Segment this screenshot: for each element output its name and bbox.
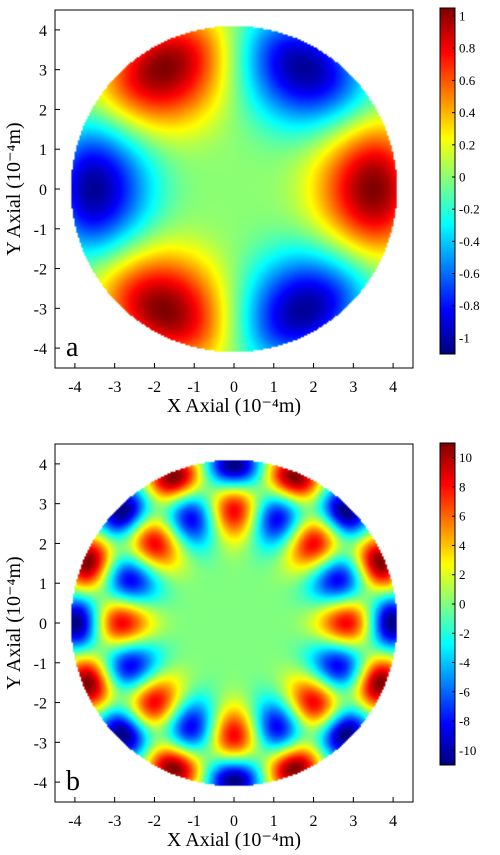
panel-b-y-axis-label: Y Axial (10⁻⁴m) xyxy=(3,556,25,689)
x-tick-label: 3 xyxy=(349,813,357,830)
x-tick-label: 2 xyxy=(310,813,318,830)
panel-a-y-ticks: 4 3 2 1 0 -1 -2 -3 -4 xyxy=(34,23,60,358)
panel-a-plot-area xyxy=(55,10,413,368)
x-tick-label: -1 xyxy=(188,813,201,830)
x-tick-label: -2 xyxy=(148,813,161,830)
y-tick-label: 4 xyxy=(39,23,47,40)
x-tick-label: -4 xyxy=(68,379,81,396)
panel-a-x-ticks: -4 -3 -2 -1 0 1 2 3 4 xyxy=(68,363,397,396)
y-tick-label: 1 xyxy=(39,576,47,593)
colorbar-tick-label: 6 xyxy=(459,509,466,524)
panel-a-x-axis-label: X Axial (10⁻⁴m) xyxy=(167,395,301,417)
panel-b-letter: b xyxy=(66,766,80,797)
panel-b-field-image xyxy=(55,444,413,802)
colorbar-tick-label: 10 xyxy=(459,450,472,465)
y-tick-label: -3 xyxy=(34,735,47,752)
colorbar-tick-label: -0.4 xyxy=(459,234,480,249)
y-tick-label: -2 xyxy=(34,262,47,279)
y-tick-label: 3 xyxy=(39,497,47,514)
colorbar-tick-label: 8 xyxy=(459,479,466,494)
x-tick-label: 4 xyxy=(389,813,397,830)
panel-b-colorbar: 10 8 6 4 2 0 -2 -4 -6 -8 -10 xyxy=(439,442,476,766)
y-tick-label: 2 xyxy=(39,536,47,553)
panel-a-y-axis-label: Y Axial (10⁻⁴m) xyxy=(3,122,25,255)
y-tick-label: -1 xyxy=(34,656,47,673)
panel-a: a -4 -3 -2 -1 0 1 2 3 4 4 3 2 1 0 -1 -2 -3 -4 X Axial (1… xyxy=(3,7,480,417)
colorbar-tick-label: 4 xyxy=(459,538,466,553)
y-tick-label: 0 xyxy=(39,182,47,199)
y-tick-label: -2 xyxy=(34,696,47,713)
panel-b-x-axis-label: X Axial (10⁻⁴m) xyxy=(167,829,301,851)
y-tick-label: -1 xyxy=(34,222,47,239)
colorbar-tick-label: -6 xyxy=(459,684,470,699)
y-tick-label: -3 xyxy=(34,301,47,318)
colorbar-tick-label: 0 xyxy=(459,169,466,184)
x-tick-label: -3 xyxy=(108,813,121,830)
colorbar-tick-label: -8 xyxy=(459,714,470,729)
colorbar-tick-label: 0.4 xyxy=(459,105,476,120)
panel-a-colorbar-frame xyxy=(439,7,456,355)
y-tick-label: 3 xyxy=(39,63,47,80)
colorbar-tick-label: -0.2 xyxy=(459,202,480,217)
colorbar-tick-label: 2 xyxy=(459,567,466,582)
x-tick-label: 0 xyxy=(230,379,238,396)
panel-a-colorbar: 1 0.8 0.6 0.4 0.2 0 -0.2 -0.4 -0.6 -0.8 -1 xyxy=(439,7,480,355)
colorbar-tick-label: 0.2 xyxy=(459,137,475,152)
x-tick-label: 1 xyxy=(270,379,278,396)
x-tick-label: 2 xyxy=(310,379,318,396)
x-tick-label: 3 xyxy=(349,379,357,396)
colorbar-tick-label: -4 xyxy=(459,655,470,670)
panel-b-x-ticks: -4 -3 -2 -1 0 1 2 3 4 xyxy=(68,797,397,830)
panel-a-colorbar-image xyxy=(440,8,455,354)
colorbar-tick-label: 0.8 xyxy=(459,41,475,56)
colorbar-tick-label: -2 xyxy=(459,626,470,641)
colorbar-tick-label: 0.6 xyxy=(459,73,476,88)
y-tick-label: 2 xyxy=(39,102,47,119)
panel-b-plot-area xyxy=(55,444,413,802)
x-tick-label: -4 xyxy=(68,813,81,830)
colorbar-tick-label: -10 xyxy=(459,743,476,758)
y-tick-label: 1 xyxy=(39,142,47,159)
y-tick-label: -4 xyxy=(34,341,47,358)
x-tick-label: -1 xyxy=(188,379,201,396)
colorbar-tick-label: -1 xyxy=(459,330,470,345)
colorbar-tick-label: 0 xyxy=(459,597,466,612)
y-tick-label: 0 xyxy=(39,616,47,633)
x-tick-label: -2 xyxy=(148,379,161,396)
y-tick-label: 4 xyxy=(39,457,47,474)
y-tick-label: -4 xyxy=(34,775,47,792)
panel-a-field-image xyxy=(55,10,413,368)
colorbar-tick-label: 1 xyxy=(459,9,466,24)
panel-b-colorbar-ticks: 10 8 6 4 2 0 -2 -4 -6 -8 -10 xyxy=(452,450,476,758)
panel-a-letter: a xyxy=(66,332,79,363)
panel-b-y-ticks: 4 3 2 1 0 -1 -2 -3 -4 xyxy=(34,457,60,792)
x-tick-label: 1 xyxy=(270,813,278,830)
colorbar-tick-label: -0.6 xyxy=(459,266,480,281)
colorbar-tick-label: -0.8 xyxy=(459,298,480,313)
panel-a-colorbar-ticks: 1 0.8 0.6 0.4 0.2 0 -0.2 -0.4 -0.6 -0.8 -1 xyxy=(452,9,480,345)
x-tick-label: 4 xyxy=(389,379,397,396)
panel-b-colorbar-image xyxy=(440,443,455,765)
x-tick-label: 0 xyxy=(230,813,238,830)
x-tick-label: -3 xyxy=(108,379,121,396)
